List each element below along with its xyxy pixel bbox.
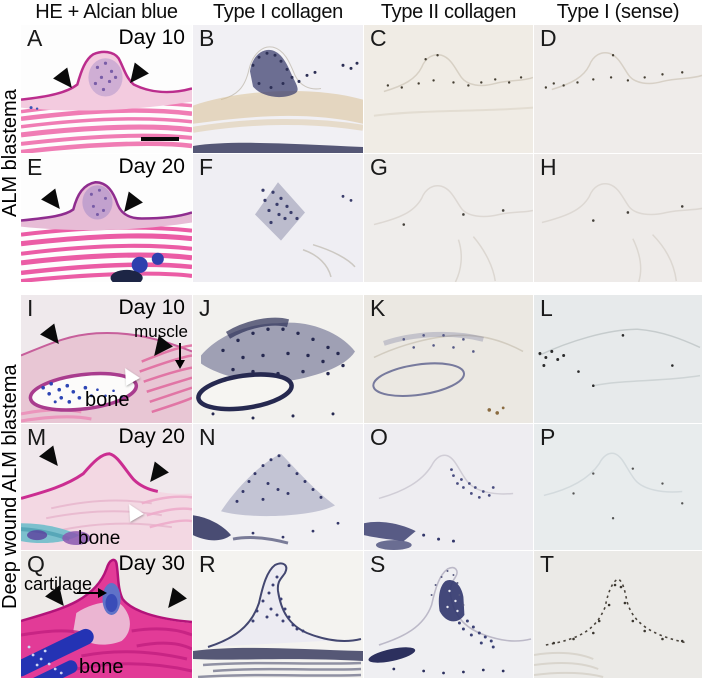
histology-image (21, 180, 192, 282)
panel-letter: N (199, 424, 216, 450)
histology-image (541, 183, 702, 282)
column-header-type1: Type I collagen (212, 1, 344, 23)
column-header-type1-sense: Type I (sense) (556, 1, 680, 23)
panel-letter: C (370, 25, 387, 51)
histology-image (534, 578, 688, 678)
panel-M: M Day 20 bone (21, 424, 192, 550)
panel-I: I Day 10 muscle bone (21, 295, 192, 423)
panel-E: E Day 20 (21, 154, 192, 282)
histology-image (364, 454, 514, 550)
panel-letter: E (27, 154, 43, 180)
panel-O: O (364, 424, 533, 550)
scale-bar (141, 137, 179, 141)
cartilage-label: cartilage (24, 574, 93, 594)
histology-image (193, 46, 363, 153)
day-label: Day 10 (118, 26, 185, 49)
column-header-he-alcian: HE + Alcian blue (35, 1, 178, 23)
histology-image (21, 424, 192, 550)
histology-image (538, 328, 701, 388)
bone-label: bone (85, 389, 130, 411)
panel-N: N (193, 424, 363, 550)
bone-label: bone (78, 528, 121, 549)
histology-image (368, 566, 532, 675)
panel-P: P (534, 424, 702, 550)
column-header-type2: Type II collagen (380, 1, 517, 23)
day-label: Day 20 (118, 155, 185, 178)
row-group-label-alm-blastema: ALM blastema (0, 89, 21, 218)
down-arrow-icon (174, 343, 186, 369)
panel-letter: Q (27, 551, 45, 577)
panel-letter: F (199, 154, 214, 180)
panel-F: F (193, 154, 363, 282)
panel-D: D (534, 25, 702, 153)
panel-K: K (364, 295, 533, 423)
day-label: Day 30 (118, 552, 185, 575)
panel-letter: J (199, 295, 211, 321)
histology-image (544, 51, 702, 91)
panel-J: J (193, 295, 363, 423)
panel-letter: I (27, 295, 34, 321)
panel-letter: A (27, 25, 43, 51)
day-label: Day 20 (118, 425, 185, 448)
histology-image (21, 295, 192, 423)
day-label: Day 10 (118, 296, 185, 319)
panel-H: H (534, 154, 702, 282)
panel-B: B (193, 25, 363, 153)
panel-letter: O (370, 424, 388, 450)
row-group-label-deep-wound: Deep wound ALM blastema (0, 364, 21, 609)
histology-image (21, 558, 192, 678)
panel-A: A Day 10 (21, 25, 192, 153)
muscle-label: muscle (134, 322, 188, 341)
bone-label: bone (79, 656, 124, 678)
panel-letter: T (540, 551, 555, 577)
panel-letter: P (540, 424, 556, 450)
panel-C: C (364, 25, 533, 153)
panel-G: G (364, 154, 533, 282)
panel-R: R (193, 551, 363, 678)
histology-image (373, 185, 533, 282)
panel-letter: B (199, 25, 215, 51)
histology-image (21, 50, 192, 153)
histology-image (373, 54, 533, 117)
panel-Q: Q Day 30 cartilage bone (21, 551, 192, 678)
histology-image (193, 562, 363, 678)
panel-S: S (364, 551, 533, 678)
panel-letter: G (370, 154, 388, 180)
panel-letter: D (540, 25, 557, 51)
panel-T: T (534, 551, 702, 678)
panel-letter: K (370, 295, 386, 321)
panel-letter: M (27, 424, 47, 450)
panel-letter: R (199, 551, 216, 577)
histology-image (543, 452, 684, 520)
right-arrow-icon (77, 587, 107, 599)
histology-image (372, 331, 524, 415)
panel-L: L (534, 295, 702, 423)
panel-letter: H (540, 154, 557, 180)
histology-image (255, 182, 356, 278)
histology-image (193, 453, 340, 545)
histology-image (196, 317, 355, 420)
panel-letter: L (540, 295, 553, 321)
panel-letter: S (370, 551, 386, 577)
